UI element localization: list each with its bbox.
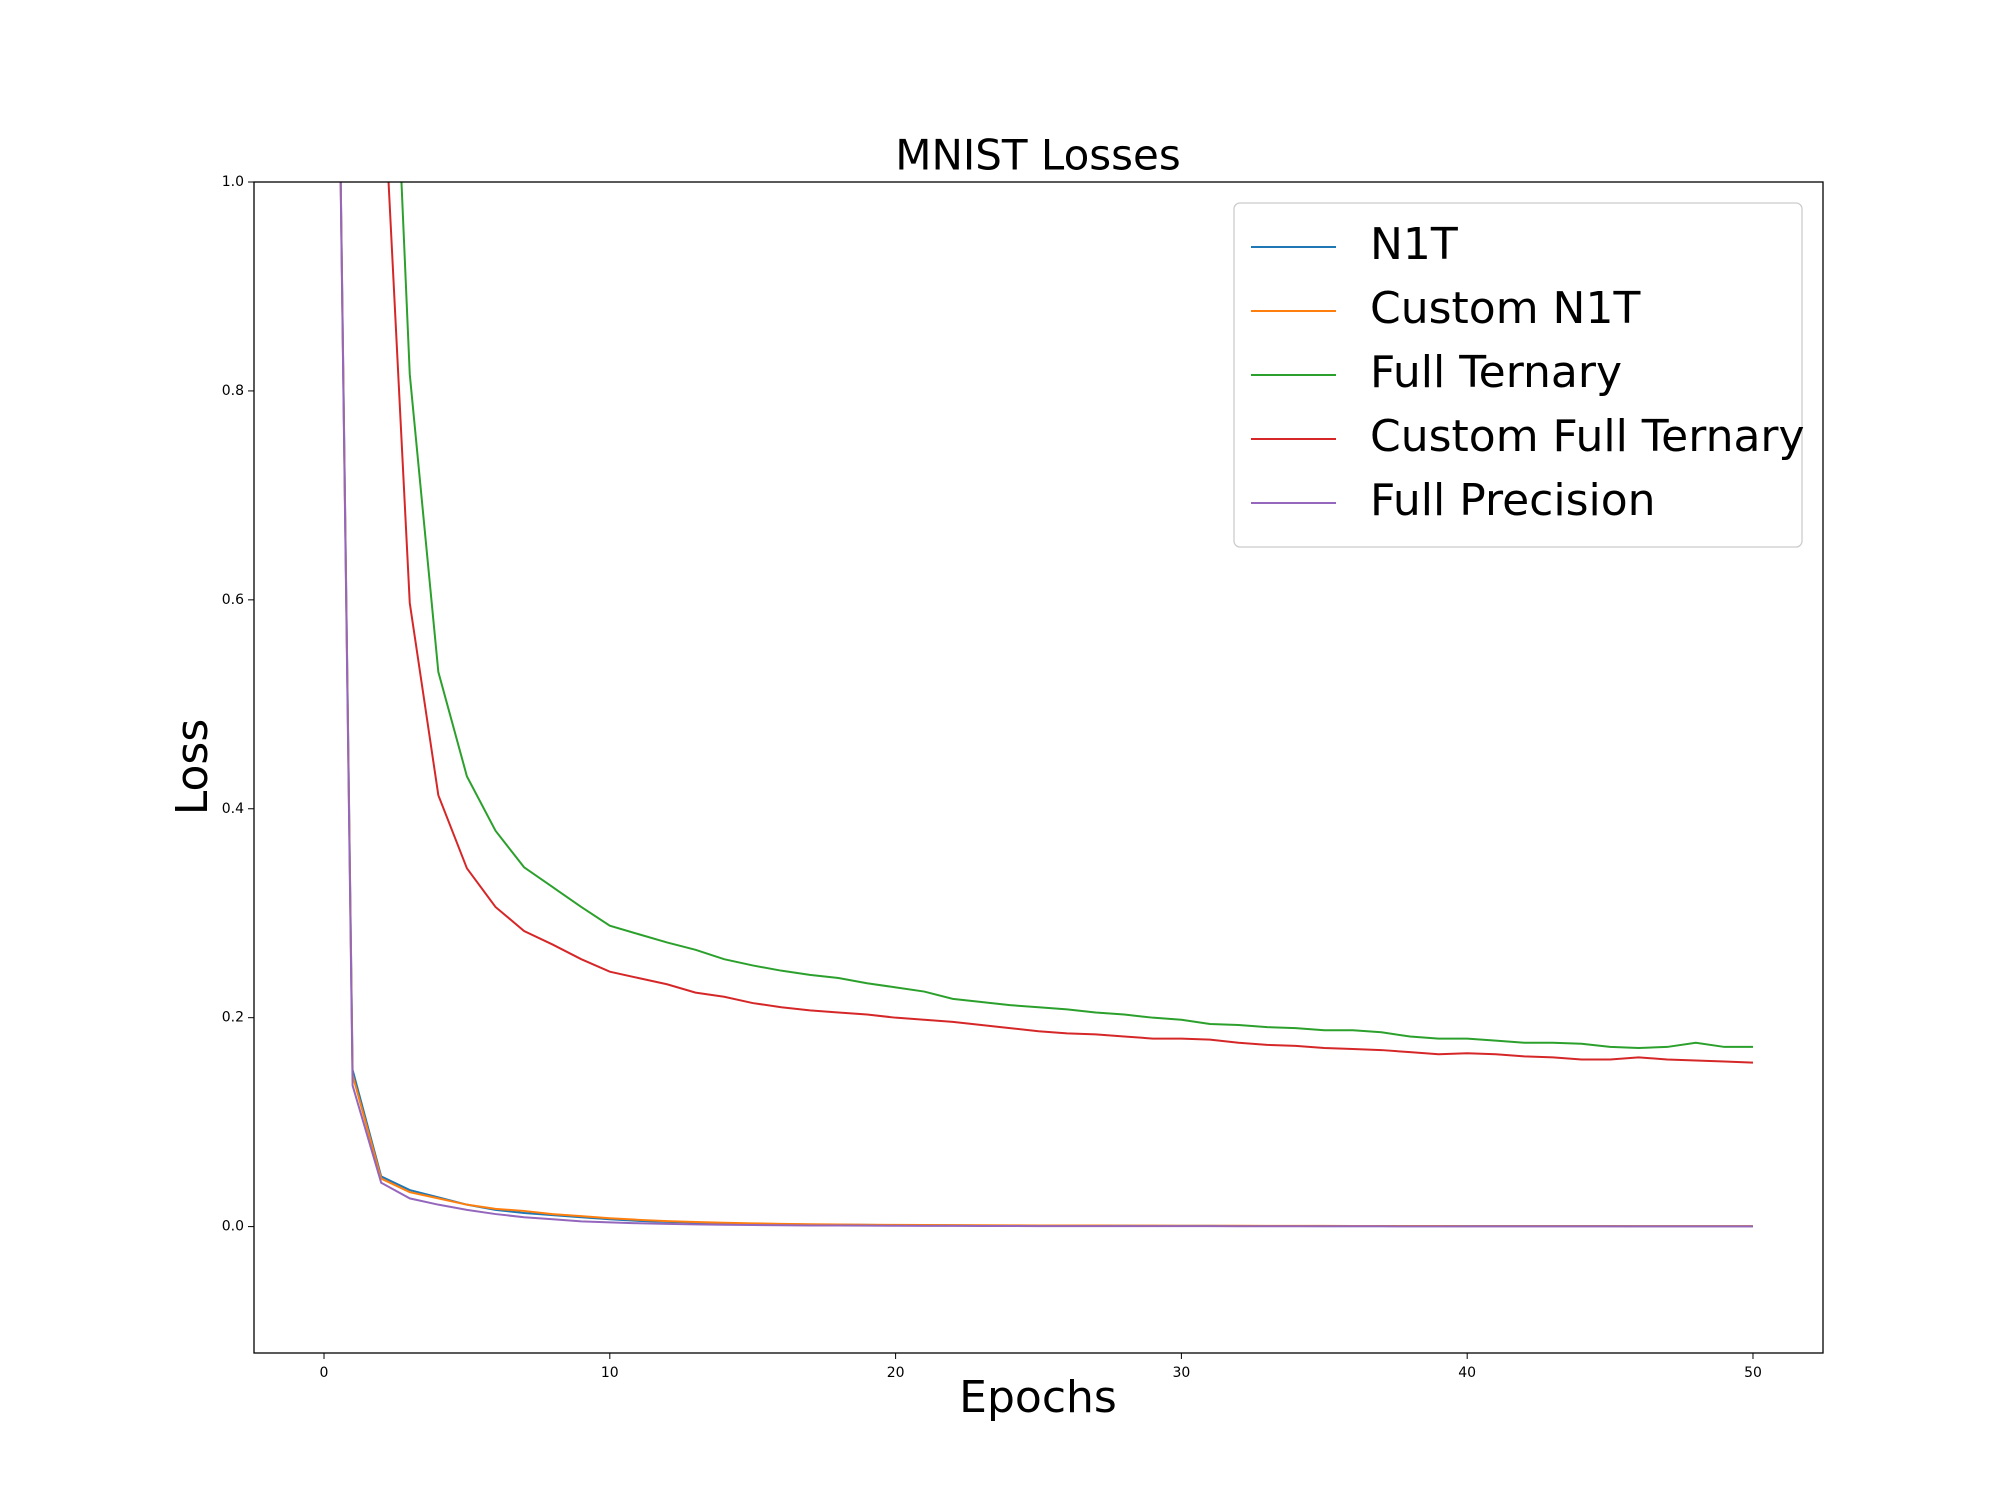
legend-label: Full Precision	[1370, 475, 1656, 526]
x-tick-label: 30	[1172, 1365, 1190, 1381]
series-line	[339, 182, 1753, 1228]
x-tick-label: 50	[1744, 1365, 1762, 1381]
series-line	[400, 182, 1753, 1049]
legend-box	[1233, 202, 1803, 548]
legend-label: N1T	[1370, 219, 1458, 270]
y-tick-label: 0.0	[222, 1219, 244, 1235]
x-tick-label: 40	[1458, 1365, 1476, 1381]
x-tick-label: 10	[601, 1365, 619, 1381]
y-tick-label: 1.0	[222, 174, 244, 190]
x-tick-label: 20	[887, 1365, 905, 1381]
chart-title: MNIST Losses	[895, 131, 1181, 180]
legend-label: Custom Full Ternary	[1370, 411, 1805, 462]
plot-lines	[339, 182, 1754, 1228]
x-tick-label: 0	[320, 1365, 329, 1381]
y-tick-label: 0.8	[222, 383, 244, 399]
y-tick-label: 0.2	[222, 1010, 244, 1026]
series-line	[387, 182, 1754, 1064]
y-axis-label: Loss	[167, 719, 218, 816]
legend-label: Custom N1T	[1370, 283, 1640, 334]
y-tick-label: 0.6	[222, 592, 244, 608]
legend-label: Full Ternary	[1370, 347, 1622, 398]
y-tick-label: 0.4	[222, 801, 244, 817]
x-axis-label: Epochs	[959, 1372, 1117, 1423]
plot-frame	[253, 181, 1824, 1354]
